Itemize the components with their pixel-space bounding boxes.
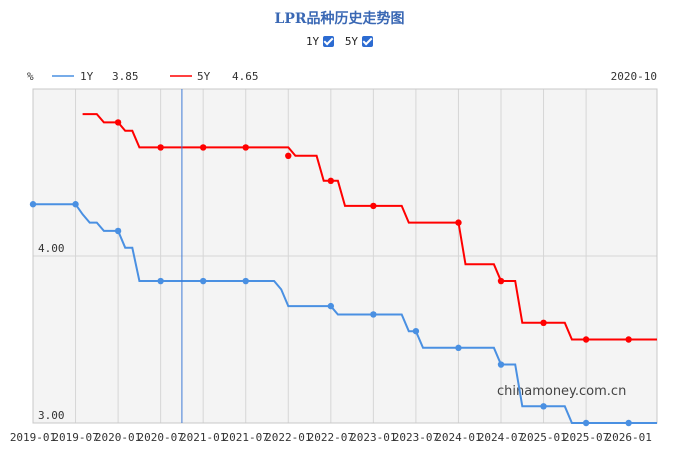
- watermark: chinamoney.com.cn: [497, 384, 626, 399]
- series-point-5y: [582, 336, 590, 343]
- x-tick-label: 2024-07: [478, 431, 524, 444]
- series-line-1y: [33, 203, 657, 424]
- y-unit-label: %: [27, 70, 34, 83]
- x-tick-label: 2025-07: [563, 431, 609, 444]
- chart-title: LPR品种历史走势图: [274, 11, 405, 27]
- series-line-5y: [82, 113, 657, 341]
- x-tick-label: 2020-07: [137, 431, 183, 444]
- x-tick-label: 2023-07: [393, 431, 439, 444]
- series-point-1y: [582, 419, 590, 427]
- toggle-5y[interactable]: 5Y: [344, 35, 374, 48]
- series-toggles: 1Y 5Y: [0, 35, 679, 48]
- x-tick-label: 2026-01: [605, 431, 651, 444]
- series-point-5y: [285, 152, 292, 159]
- series-point-5y: [327, 177, 335, 185]
- series-point-5y: [370, 202, 377, 210]
- series-point-1y: [455, 344, 462, 352]
- series-point-1y: [497, 361, 505, 368]
- crosshair-date: 2020-10: [611, 70, 657, 83]
- series-point-5y: [114, 119, 122, 126]
- x-tick-label: 2023-01: [350, 431, 396, 444]
- toggle-1y-label: 1Y: [305, 35, 320, 48]
- series-point-5y: [157, 144, 164, 151]
- x-tick-label: 2019-07: [52, 431, 98, 444]
- checkbox-5y[interactable]: [362, 36, 374, 47]
- series-point-5y: [540, 319, 547, 326]
- y-tick-label: 3.00: [38, 409, 65, 422]
- legend-1y-label: 1Y: [80, 70, 94, 83]
- series-point-1y: [327, 302, 335, 310]
- series-point-5y: [242, 144, 249, 151]
- series-point-1y: [199, 277, 207, 285]
- series-point-1y: [540, 403, 547, 410]
- x-tick-label: 2019-01: [10, 431, 56, 444]
- toggle-1y[interactable]: 1Y: [305, 35, 335, 48]
- x-tick-label: 2021-07: [223, 431, 269, 444]
- x-axis-ticks: 2019-012019-072020-012020-072021-012021-…: [10, 431, 652, 444]
- series-point-1y: [114, 227, 122, 235]
- legend-1y-value: 3.85: [112, 70, 139, 83]
- x-tick-label: 2022-07: [308, 431, 354, 444]
- x-tick-label: 2025-01: [520, 431, 566, 444]
- plot-border: [32, 88, 658, 424]
- series-point-1y: [242, 277, 249, 285]
- series-point-1y: [625, 419, 632, 427]
- x-tick-label: 2024-01: [435, 431, 481, 444]
- series-point-1y: [370, 311, 377, 318]
- series-point-1y: [157, 277, 164, 285]
- x-tick-label: 2022-01: [265, 431, 311, 444]
- series-point-1y: [72, 201, 79, 208]
- series-point-5y: [455, 219, 462, 226]
- legend-5y-label: 5Y: [197, 70, 211, 83]
- y-tick-label: 4.00: [38, 242, 65, 255]
- series-layer: [29, 113, 657, 427]
- series-point-5y: [199, 144, 207, 151]
- series-point-5y: [497, 277, 505, 285]
- checkbox-1y[interactable]: [323, 36, 335, 47]
- y-axis-ticks: 3.00 4.00: [38, 242, 65, 422]
- series-point-1y: [412, 327, 420, 335]
- x-tick-label: 2020-01: [95, 431, 141, 444]
- x-tick-label: 2021-01: [180, 431, 226, 444]
- legend-5y-value: 4.65: [232, 70, 259, 83]
- series-point-5y: [625, 336, 632, 343]
- series-point-1y: [29, 201, 37, 208]
- toggle-5y-label: 5Y: [344, 35, 359, 48]
